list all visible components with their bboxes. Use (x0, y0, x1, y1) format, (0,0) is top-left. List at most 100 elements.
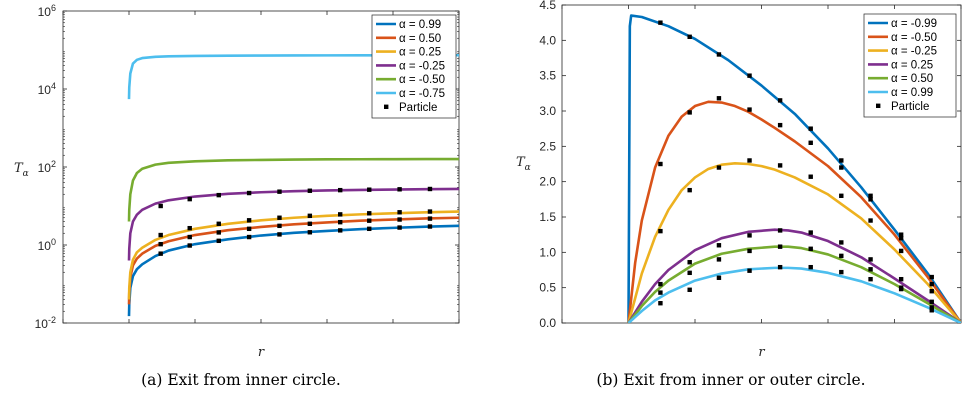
particle-marker (839, 158, 844, 163)
particle-marker (747, 233, 752, 238)
particle-marker (687, 260, 692, 265)
y-tick-base: 10 (38, 239, 52, 253)
particle-marker (687, 187, 692, 193)
particle-marker (187, 225, 192, 231)
particle-marker (777, 163, 783, 168)
caption-a: (a) Exit from inner circle. (141, 371, 341, 389)
y-axis-label: Tα (516, 155, 531, 173)
series-line-6 (627, 266, 961, 323)
y-axis-label-main: T (14, 161, 24, 176)
particle-marker (158, 251, 163, 256)
legend-label: α = 0.50 (399, 33, 441, 45)
particle-marker (868, 218, 873, 223)
caption-b: (b) Exit from inner or outer circle. (596, 371, 865, 389)
particle-marker (898, 248, 904, 254)
particle-marker (187, 234, 192, 240)
y-tick-label: 0.0 (539, 316, 556, 330)
y-tick-base: 10 (38, 83, 52, 97)
series-line-5 (627, 245, 961, 323)
particle-marker (839, 253, 844, 259)
particle-marker (716, 165, 722, 170)
legend: α = -0.99 α = -0.50 α = -0.25α = 0.25 α = 0… (863, 13, 957, 118)
particle-marker (687, 270, 692, 276)
series-line-6 (127, 53, 459, 100)
particle-marker (898, 236, 904, 241)
particle-marker (307, 230, 313, 235)
particle-marker (808, 246, 813, 251)
y-tick-base: 10 (35, 317, 49, 331)
particle-marker (246, 218, 252, 223)
particle-marker (397, 217, 402, 222)
y-tick-label: 1.5 (539, 210, 556, 224)
particle-marker (929, 308, 934, 313)
legend-label: α = 0.50 (891, 73, 933, 85)
particle-marker (777, 98, 783, 103)
particle-marker (246, 226, 252, 232)
panel-b-exit-inner-outer: 0.0 0.5 1.0 1.5 2.0 2.5 3.0 3.5 4.0 4.5 r Tα α = -0.… (516, 0, 962, 360)
legend-label: Particle (399, 102, 437, 114)
particle-marker (277, 215, 282, 220)
particle-marker (716, 52, 722, 57)
particle-marker (808, 126, 813, 131)
y-tick-label: 4.5 (539, 0, 556, 12)
particle-marker (397, 210, 402, 215)
legend-label: α = -0.50 (891, 32, 937, 44)
particle-marker (868, 257, 873, 262)
particle-marker (367, 187, 372, 192)
particle-marker (716, 275, 722, 280)
legend-label: α = 0.99 (399, 19, 441, 31)
y-tick-exponent: 2 (51, 159, 56, 169)
y-axis-label-sub: α (525, 163, 531, 173)
y-tick-label: 104 (38, 81, 56, 97)
particle-marker (658, 301, 663, 306)
particle-marker (216, 192, 221, 198)
particle-marker (427, 186, 433, 192)
particle-marker (777, 122, 783, 128)
particle-marker (658, 281, 663, 287)
particle-marker (367, 211, 372, 216)
particle-marker (747, 158, 752, 163)
y-axis-label-sub: α (23, 169, 29, 179)
particle-marker (808, 264, 813, 270)
y-tick-label: 0.5 (539, 281, 556, 295)
particle-marker (658, 228, 663, 234)
particle-marker (929, 305, 934, 310)
particle-marker (929, 281, 934, 287)
y-tick-label: 2.0 (539, 175, 556, 189)
particle-marker (367, 218, 372, 223)
particle-marker (427, 216, 433, 221)
particle-marker (216, 230, 221, 235)
particle-marker (187, 243, 192, 248)
particle-marker (839, 240, 844, 245)
particle-marker (929, 289, 934, 294)
particle-marker (868, 197, 873, 202)
y-tick-label: 3.0 (539, 104, 556, 118)
series-line-5 (127, 157, 459, 222)
particle-marker (367, 226, 372, 232)
particle-marker (246, 234, 252, 240)
particle-marker (307, 213, 313, 219)
y-tick-label: 4.0 (539, 33, 556, 47)
y-tick-exponent: -2 (48, 315, 56, 325)
legend: α = 0.99 α = 0.50 α = 0.25α = -0.25 α = -0.… (371, 14, 457, 119)
particle-marker (687, 110, 692, 115)
particle-marker (898, 232, 904, 237)
particle-marker (839, 193, 844, 198)
particle-marker (277, 223, 282, 229)
particle-marker (216, 238, 221, 244)
particle-marker (277, 189, 282, 194)
particle-marker (777, 228, 783, 233)
series-line-2 (627, 100, 961, 323)
legend-label: α = -0.75 (399, 88, 445, 100)
particle-marker (427, 224, 433, 229)
series-line-4 (627, 228, 961, 323)
y-tick-exponent: 4 (51, 81, 56, 91)
particle-marker (216, 221, 221, 226)
legend-label: α = 0.25 (891, 59, 933, 71)
particle-marker (246, 190, 252, 196)
particle-marker (839, 269, 844, 275)
x-axis-label: r (258, 345, 265, 360)
particle-marker (397, 225, 402, 230)
